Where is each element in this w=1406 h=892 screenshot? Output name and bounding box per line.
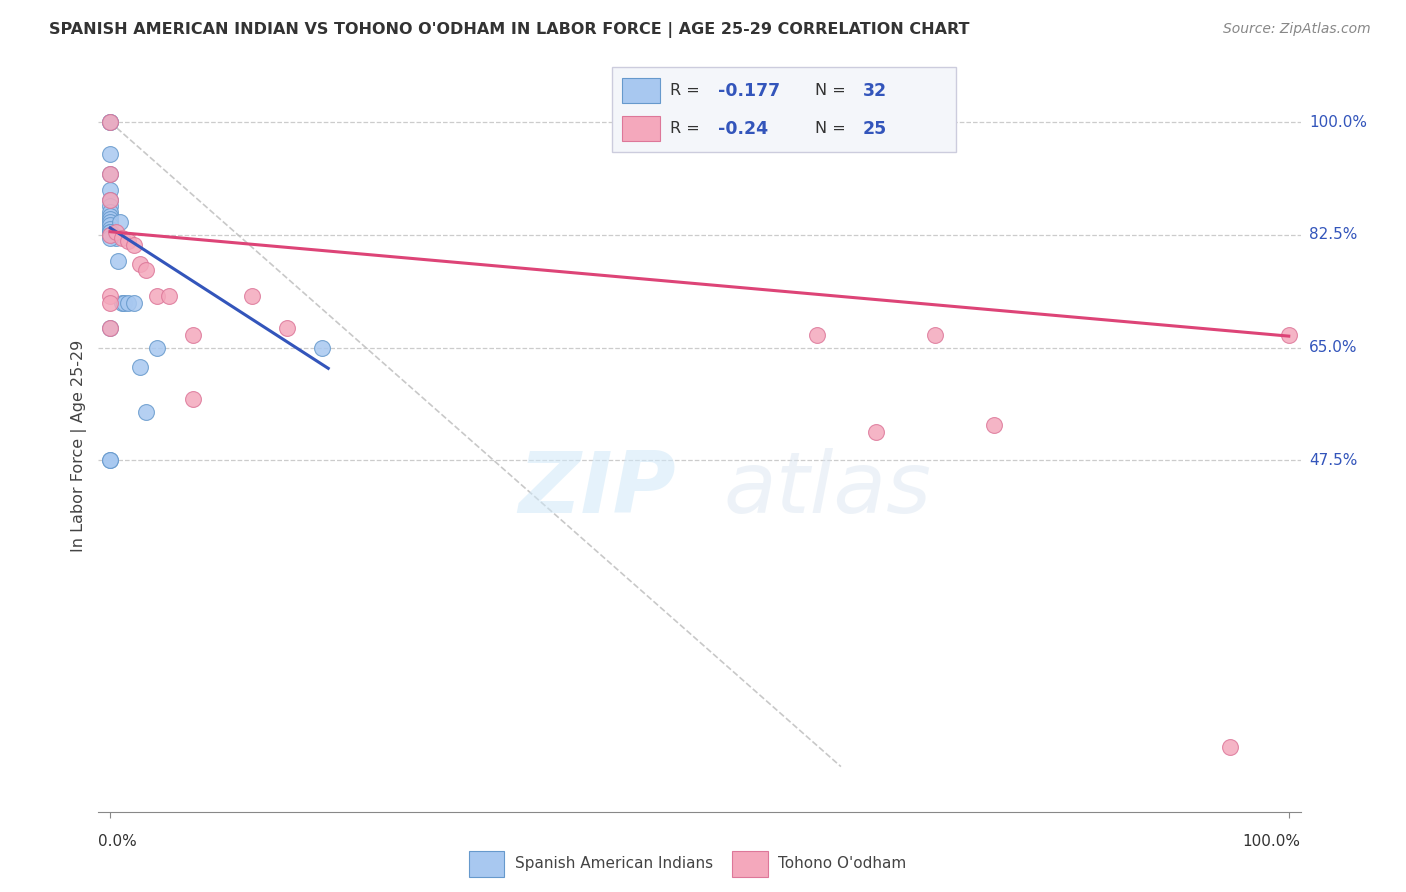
Text: N =: N = <box>815 121 851 136</box>
Point <box>135 405 157 419</box>
Point <box>98 221 121 235</box>
Point <box>117 295 139 310</box>
Point <box>98 453 121 467</box>
Point <box>105 231 128 245</box>
Point <box>146 289 169 303</box>
Point <box>983 418 1005 433</box>
Point <box>98 167 121 181</box>
Point <box>98 295 121 310</box>
Text: N =: N = <box>815 83 851 98</box>
Point <box>98 227 121 242</box>
Text: ZIP: ZIP <box>517 449 675 532</box>
Point <box>98 193 121 207</box>
Point <box>98 147 121 161</box>
Text: R =: R = <box>671 121 704 136</box>
Point <box>98 231 121 245</box>
Text: 32: 32 <box>863 82 887 100</box>
Text: Spanish American Indians: Spanish American Indians <box>515 855 713 871</box>
Point <box>122 295 145 310</box>
Point <box>117 235 139 249</box>
Point <box>98 321 121 335</box>
Point <box>98 115 121 129</box>
Point <box>276 321 298 335</box>
Point <box>98 193 121 207</box>
Text: SPANISH AMERICAN INDIAN VS TOHONO O'ODHAM IN LABOR FORCE | AGE 25-29 CORRELATION: SPANISH AMERICAN INDIAN VS TOHONO O'ODHA… <box>49 22 970 38</box>
Point <box>98 219 121 233</box>
Point <box>865 425 887 439</box>
Point <box>98 167 121 181</box>
Point <box>122 237 145 252</box>
Point <box>98 209 121 223</box>
Point <box>98 453 121 467</box>
Point <box>128 257 150 271</box>
Text: R =: R = <box>671 83 704 98</box>
Point <box>107 253 129 268</box>
Point <box>135 263 157 277</box>
Point <box>1278 327 1301 342</box>
Y-axis label: In Labor Force | Age 25-29: In Labor Force | Age 25-29 <box>72 340 87 552</box>
Point <box>181 327 204 342</box>
Point <box>98 115 121 129</box>
Text: atlas: atlas <box>724 449 932 532</box>
Text: Source: ZipAtlas.com: Source: ZipAtlas.com <box>1223 22 1371 37</box>
Point <box>924 327 946 342</box>
Text: -0.177: -0.177 <box>718 82 780 100</box>
Point <box>146 341 169 355</box>
Point <box>98 225 121 239</box>
Text: Tohono O'odham: Tohono O'odham <box>778 855 905 871</box>
Point <box>806 327 828 342</box>
Point <box>111 295 134 310</box>
Point <box>98 321 121 335</box>
Point <box>98 115 121 129</box>
Point <box>103 227 125 242</box>
Bar <box>621 116 659 142</box>
Text: 25: 25 <box>863 120 887 137</box>
Bar <box>621 78 659 103</box>
Point <box>98 183 121 197</box>
Point <box>128 359 150 374</box>
Point <box>98 199 121 213</box>
Point <box>98 225 121 239</box>
Point <box>181 392 204 407</box>
Bar <box>470 851 505 877</box>
Point <box>311 341 333 355</box>
Point <box>98 227 121 242</box>
Point <box>108 215 131 229</box>
Point <box>98 289 121 303</box>
Point <box>98 215 121 229</box>
Point <box>98 205 121 219</box>
Text: 82.5%: 82.5% <box>1309 227 1357 243</box>
Text: 100.0%: 100.0% <box>1309 115 1367 129</box>
Text: 100.0%: 100.0% <box>1243 834 1301 849</box>
FancyBboxPatch shape <box>612 67 956 152</box>
Point <box>105 225 128 239</box>
Text: -0.24: -0.24 <box>718 120 769 137</box>
Point <box>112 295 135 310</box>
Text: 0.0%: 0.0% <box>98 834 138 849</box>
Point <box>157 289 180 303</box>
Text: 47.5%: 47.5% <box>1309 453 1357 468</box>
Text: 65.0%: 65.0% <box>1309 340 1357 355</box>
Point <box>1219 740 1241 755</box>
Bar <box>733 851 768 877</box>
Point <box>98 211 121 226</box>
Point <box>240 289 263 303</box>
Point <box>111 231 134 245</box>
